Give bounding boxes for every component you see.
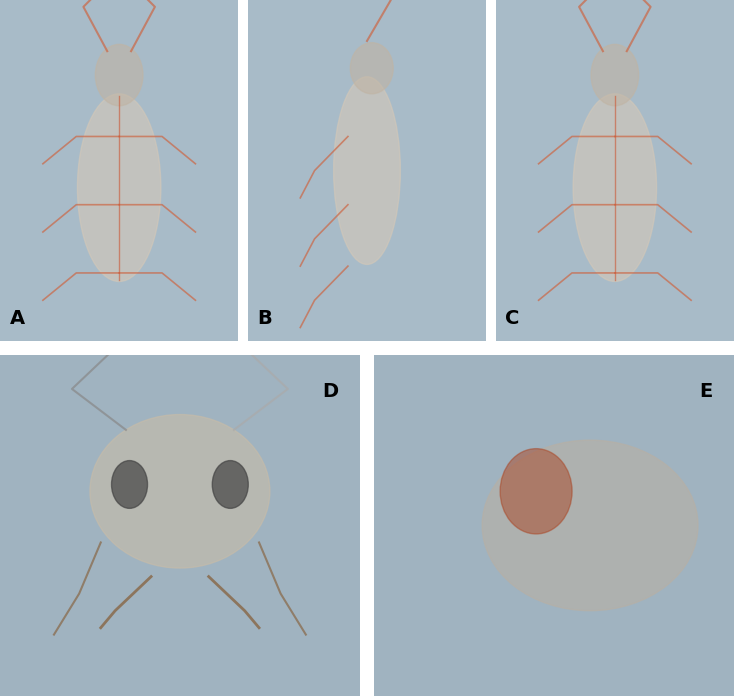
Ellipse shape [334, 77, 400, 264]
Ellipse shape [573, 94, 656, 281]
Ellipse shape [500, 449, 572, 534]
Ellipse shape [350, 42, 393, 94]
Text: C: C [505, 308, 520, 328]
Text: D: D [322, 382, 338, 401]
Ellipse shape [78, 94, 161, 281]
Text: E: E [700, 382, 713, 401]
Ellipse shape [95, 45, 143, 106]
Ellipse shape [591, 45, 639, 106]
Ellipse shape [90, 415, 270, 568]
Text: A: A [10, 308, 25, 328]
Text: B: B [258, 308, 272, 328]
Ellipse shape [482, 440, 698, 610]
Ellipse shape [112, 461, 148, 508]
Ellipse shape [212, 461, 248, 508]
